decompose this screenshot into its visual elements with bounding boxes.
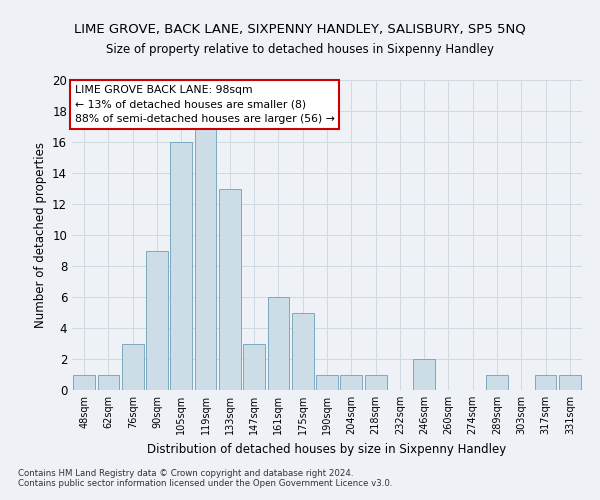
- Bar: [365, 374, 386, 390]
- Bar: [486, 374, 508, 390]
- Bar: [194, 126, 217, 390]
- Bar: [535, 374, 556, 390]
- Bar: [122, 344, 143, 390]
- Text: Size of property relative to detached houses in Sixpenny Handley: Size of property relative to detached ho…: [106, 42, 494, 56]
- Bar: [243, 344, 265, 390]
- Bar: [97, 374, 119, 390]
- Bar: [340, 374, 362, 390]
- Bar: [219, 188, 241, 390]
- Text: Contains public sector information licensed under the Open Government Licence v3: Contains public sector information licen…: [18, 479, 392, 488]
- Bar: [73, 374, 95, 390]
- Bar: [292, 312, 314, 390]
- Y-axis label: Number of detached properties: Number of detached properties: [34, 142, 47, 328]
- Bar: [170, 142, 192, 390]
- Bar: [413, 359, 435, 390]
- Text: Contains HM Land Registry data © Crown copyright and database right 2024.: Contains HM Land Registry data © Crown c…: [18, 469, 353, 478]
- Bar: [559, 374, 581, 390]
- Bar: [268, 297, 289, 390]
- X-axis label: Distribution of detached houses by size in Sixpenny Handley: Distribution of detached houses by size …: [148, 442, 506, 456]
- Bar: [316, 374, 338, 390]
- Text: LIME GROVE BACK LANE: 98sqm
← 13% of detached houses are smaller (8)
88% of semi: LIME GROVE BACK LANE: 98sqm ← 13% of det…: [74, 84, 334, 124]
- Text: LIME GROVE, BACK LANE, SIXPENNY HANDLEY, SALISBURY, SP5 5NQ: LIME GROVE, BACK LANE, SIXPENNY HANDLEY,…: [74, 22, 526, 36]
- Bar: [146, 250, 168, 390]
